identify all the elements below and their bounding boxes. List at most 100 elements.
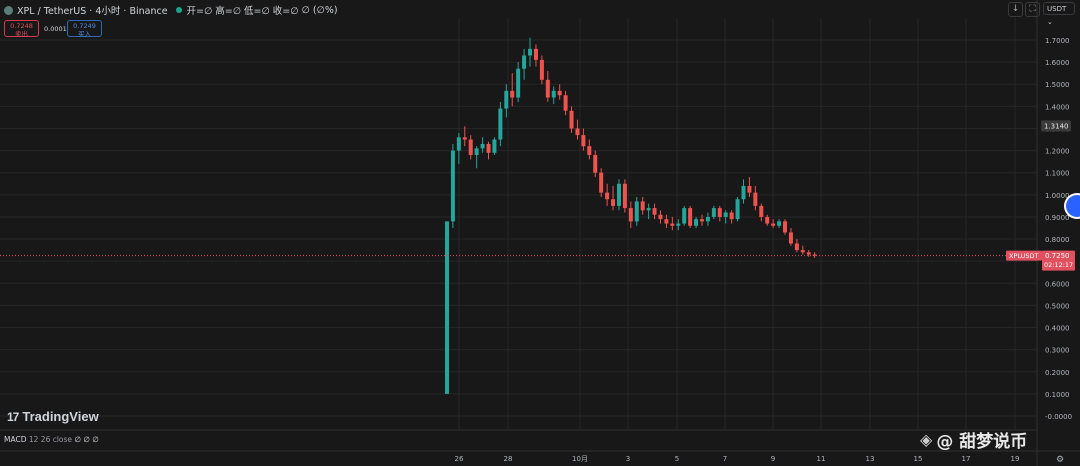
candle-down [729,212,734,220]
candle-up [498,108,503,140]
macd-values: ∅ ∅ ∅ [74,435,99,444]
price-tag-value: 0.7250 [1045,252,1070,260]
candle-down [557,90,562,96]
x-tick-label: 9 [771,455,775,463]
open-value: 开=∅ [186,6,213,17]
y-tick-label: 0.4000 [1045,325,1070,333]
y-tick-label: 1.0000 [1045,192,1070,200]
candle-up [450,150,455,222]
candle-down [587,146,592,156]
close-value: 收=∅ [272,6,299,17]
y-tick-label: 0.6000 [1045,280,1070,288]
arrow-down-icon: ↓ [1011,4,1020,14]
fullscreen-icon: ⛶ [1029,4,1036,14]
candle-down [599,172,604,193]
candle-up [522,55,527,69]
highlight-price-bg [1041,120,1071,132]
candle-down [652,208,657,215]
candle-up [777,221,782,226]
y-tick-label: 0.9000 [1045,214,1070,222]
gear-icon: ⚙ [1056,455,1064,465]
tradingview-logo[interactable]: 17 TradingView [7,409,99,424]
candle-down [717,208,722,217]
y-tick-label: 1.7000 [1045,37,1070,45]
buy-label: 买入 [78,30,91,38]
chevron-down-icon: ⌄ [1047,18,1053,26]
fullscreen-button[interactable]: ⛶ [1025,2,1040,17]
candle-down [605,192,610,200]
candle-down [759,205,764,217]
candle-down [753,192,758,206]
candle-down [611,199,616,206]
candle-down [462,137,467,140]
candle-down [670,223,675,226]
candle-down [593,155,598,173]
price-tag-bg [1042,250,1075,271]
tradingview-logo-text: TradingView [22,409,99,424]
buy-button[interactable]: 0.7249 买入 [67,20,102,38]
candle-up [516,68,521,98]
symbol-tag-bg [1006,250,1042,261]
candle-down [800,250,805,253]
candle-up [735,199,740,220]
download-button[interactable]: ↓ [1008,2,1023,17]
candle-up [616,183,621,206]
x-tick-label: 17 [962,455,971,463]
highlight-price-label: 1.3140 [1044,122,1069,130]
candle-down [468,139,473,156]
sell-button[interactable]: 0.7248 卖出 [4,20,39,38]
macd-indicator-legend[interactable]: MACD 12 26 close ∅ ∅ ∅ [4,435,99,444]
x-tick-label: 15 [914,455,923,463]
buy-price: 0.7249 [73,22,96,30]
candle-down [569,110,574,129]
currency-select[interactable]: USDT ⌄ [1043,2,1075,26]
symbol-title[interactable]: XPL / TetherUS · 4小时 · Binance [17,6,168,17]
candle-down [699,219,704,222]
y-tick-label: 0.3000 [1045,347,1070,355]
candle-up [480,143,485,149]
x-tick-label: 7 [723,455,727,463]
watermark-text: @ 甜梦说币 [936,432,1028,452]
candle-up [528,48,533,56]
candle-down [747,185,752,193]
candle-down [510,90,515,98]
candle-down [664,219,669,224]
y-tick-label: 0.5000 [1045,302,1070,310]
candle-down [688,208,693,226]
candle-up [492,139,497,153]
side-panel-button[interactable] [1066,195,1080,217]
candle-down [783,221,788,233]
candle-down [765,216,770,224]
tradingview-mark-icon: 17 [7,409,19,424]
candle-down [622,183,627,209]
x-tick-label: 28 [504,455,513,463]
y-tick-label: 0.1000 [1045,391,1070,399]
spread-value: 0.0001 [44,25,67,33]
x-tick-label: 3 [626,455,630,463]
candle-down [486,143,491,153]
candle-up [646,208,651,211]
candle-up [456,137,461,151]
candle-down [812,254,817,256]
candle-down [658,214,663,220]
candle-up [676,223,681,226]
candle-down [788,232,793,244]
sell-label: 卖出 [15,30,28,38]
x-tick-label: 11 [817,455,826,463]
candle-down [640,201,645,211]
binance-diamond-icon: ◈ [920,430,933,449]
price-tag-countdown: 02:12:17 [1044,261,1073,269]
watermark: ◈ @ 甜梦说币 [920,427,1027,452]
x-tick-label: 26 [455,455,464,463]
candle-up [445,221,449,394]
y-tick-label: 1.1000 [1045,170,1070,178]
change-value: ∅ (∅%) [301,4,338,16]
candle-up [634,201,639,222]
candle-up [694,219,699,226]
market-status-icon [175,7,182,13]
x-tick-label: 13 [866,455,875,463]
coin-icon [4,5,13,15]
x-tick-label: 10月 [572,455,588,463]
candle-up [682,208,687,224]
